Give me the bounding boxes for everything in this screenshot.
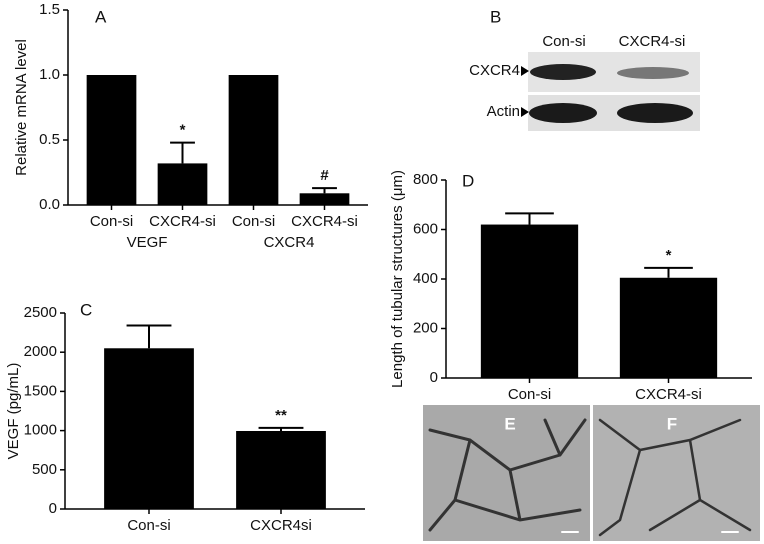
y-tick-label: 1.0 (39, 66, 60, 83)
tube-network (428, 418, 587, 532)
y-tick-label: 0.5 (39, 131, 60, 148)
bar (236, 430, 326, 509)
annotation: ** (275, 407, 287, 424)
row-label: CXCR4 (469, 62, 520, 79)
y-tick-label: 1500 (24, 382, 57, 399)
x-tick-label: CXCR4-si (635, 386, 702, 403)
blot-band (529, 103, 597, 123)
y-tick-label: 400 (413, 270, 438, 287)
group-label: VEGF (127, 234, 168, 251)
x-tick-label: CXCR4-si (291, 213, 358, 230)
panel-letter: C (80, 300, 92, 319)
y-tick-label: 2000 (24, 343, 57, 360)
micrographs: E F (423, 405, 760, 541)
bar (104, 348, 194, 509)
micrograph-label: E (504, 414, 515, 433)
y-tick-label: 600 (413, 220, 438, 237)
bar (480, 224, 579, 378)
micrograph-label: F (667, 414, 677, 433)
y-tick-label: 0.0 (39, 196, 60, 213)
panel-letter: D (462, 171, 474, 190)
lane-label: CXCR4-si (619, 33, 686, 50)
x-tick-label: Con-si (508, 386, 551, 403)
bar (157, 163, 208, 205)
tube-network (598, 418, 752, 537)
y-axis-label: Relative mRNA level (13, 39, 30, 176)
panel-letter: B (490, 7, 501, 26)
blot-band (617, 103, 693, 123)
annotation: * (180, 122, 186, 139)
group-label: CXCR4 (264, 234, 315, 251)
y-tick-label: 500 (32, 461, 57, 478)
panel-letter: A (95, 7, 107, 26)
arrowhead (521, 107, 529, 117)
y-tick-label: 800 (413, 171, 438, 188)
x-tick-label: Con-si (90, 213, 133, 230)
y-axis-label: Length of tubular structures (μm) (389, 170, 406, 388)
bar (228, 75, 279, 205)
annotation: # (320, 167, 329, 184)
y-axis-label: VEGF (pg/mL) (5, 363, 22, 460)
y-tick-label: 200 (413, 319, 438, 336)
arrowhead (521, 66, 529, 76)
bar (86, 75, 137, 205)
lane-label: Con-si (542, 33, 585, 50)
x-tick-label: CXCR4si (250, 517, 312, 534)
western-blot: B Con-si CXCR4-si CXCR4 Actin (469, 7, 700, 131)
annotation: * (666, 247, 672, 264)
y-tick-label: 1.5 (39, 1, 60, 18)
y-tick-label: 0 (430, 369, 438, 386)
bar (299, 193, 350, 205)
bar (619, 277, 718, 378)
blot-band (530, 64, 596, 80)
y-tick-label: 1000 (24, 422, 57, 439)
micrograph (423, 405, 590, 541)
row-label: Actin (487, 103, 520, 120)
x-tick-label: Con-si (127, 517, 170, 534)
y-tick-label: 0 (49, 500, 57, 517)
x-tick-label: CXCR4-si (149, 213, 216, 230)
y-tick-label: 2500 (24, 304, 57, 321)
x-tick-label: Con-si (232, 213, 275, 230)
blot-band (617, 67, 689, 79)
